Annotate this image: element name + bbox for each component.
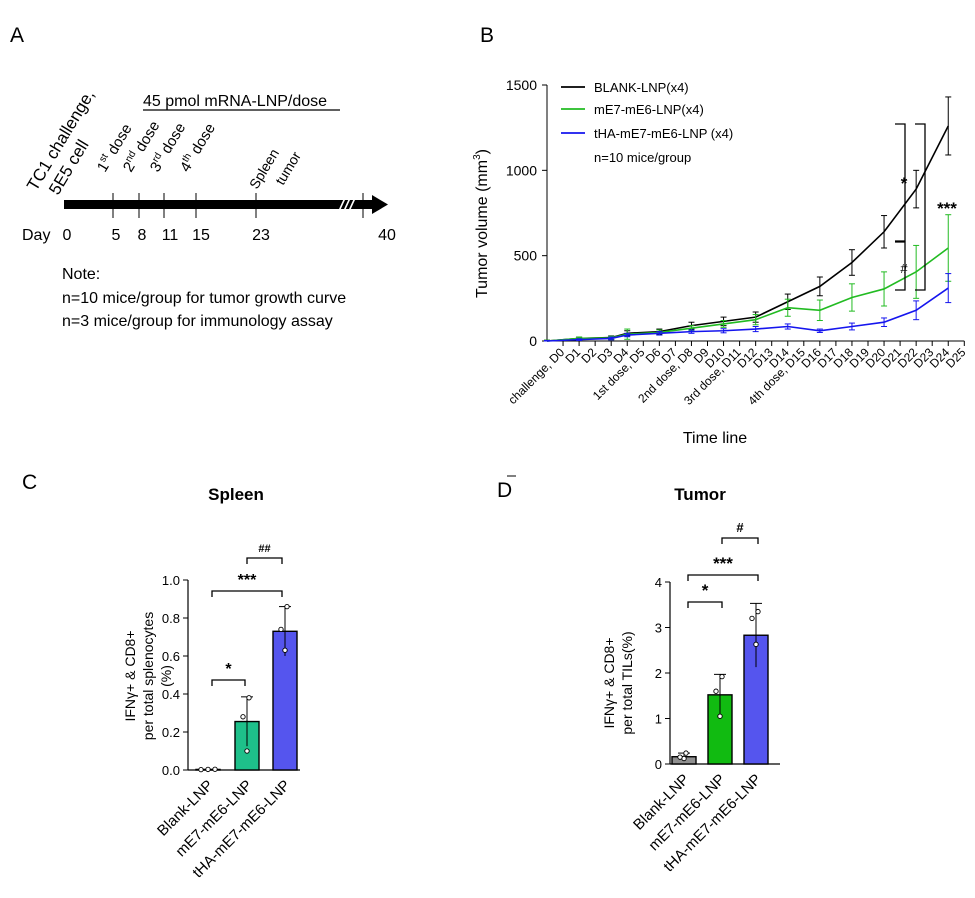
bar-data-point — [246, 695, 252, 701]
sig-label-star: * — [901, 174, 908, 193]
bar-y-tick-label: 0.0 — [162, 763, 180, 778]
bar-y-tick-label: 0.8 — [162, 611, 180, 626]
sig-bracket-star — [895, 123, 906, 242]
line-y-tick-label: 1500 — [506, 77, 537, 93]
bar-sig-bracket — [721, 537, 759, 544]
bar-y-axis-label: IFNγ+ & CD8+ per total splenocytes (%) — [122, 612, 174, 740]
bar-y-tick-label: 0.4 — [162, 687, 180, 702]
day-label: 8 — [138, 227, 147, 244]
sig-bracket-hash — [895, 241, 906, 291]
bar-data-point — [713, 688, 719, 694]
tumor-chart-title: Tumor — [674, 485, 726, 504]
day-label: 40 — [378, 227, 396, 244]
bar-data-point — [240, 714, 246, 720]
bar-sig-bracket — [687, 601, 723, 608]
line-y-tick-label: 500 — [514, 248, 538, 264]
bar-data-point — [244, 748, 250, 754]
day-label: 23 — [252, 227, 270, 244]
line-series-1 — [546, 247, 949, 342]
line-x-tick-label: challenge, D0 — [505, 345, 567, 407]
note-line-2: n=3 mice/group for immunology assay — [62, 313, 333, 330]
bar-sig-bracket — [246, 557, 283, 564]
bar-sig-label: ## — [258, 543, 270, 555]
spleen-chart-title: Spleen — [208, 485, 264, 504]
bar-sig-label: * — [702, 581, 709, 600]
legend-label-2: tHA-mE7-mE6-LNP (x4) — [594, 126, 733, 141]
bar-data-point — [755, 608, 761, 615]
panel-letter-b: B — [480, 24, 494, 47]
sig-bracket-triple — [915, 123, 926, 291]
bar-y-tick-label: 3 — [655, 621, 662, 636]
bar-data-point — [719, 673, 725, 680]
day-label: 5 — [112, 227, 121, 244]
bar-data-point — [749, 615, 755, 622]
sig-label-triple: *** — [937, 199, 957, 218]
bar-sig-bracket — [211, 679, 246, 686]
bar-data-point — [278, 626, 284, 633]
bar-y-tick-label: 2 — [655, 666, 662, 681]
line-series-2 — [546, 287, 949, 342]
timeline-break-2 — [343, 197, 351, 212]
legend-label-0: BLANK-LNP(x4) — [594, 80, 689, 95]
panel-letter-c: C — [22, 471, 37, 494]
line-y-tick-label: 0 — [529, 333, 537, 349]
bar-data-point — [717, 713, 723, 719]
panel-d: D Tumor 0 1 2 3 4 IFNγ+ & CD8+ per total TILs(… — [497, 475, 780, 875]
timeline-arrowhead — [372, 195, 388, 214]
bar-sig-label: *** — [238, 572, 257, 589]
panel-a: A TC1 challenge, 5E5 cell 45 pmol mRNA-L… — [10, 24, 396, 330]
day-label: 15 — [192, 227, 210, 244]
bar-data-point — [753, 641, 759, 647]
line-y-axis-label: Tumor volume (mm3) — [472, 149, 491, 298]
bar-y-tick-label: 4 — [655, 575, 662, 590]
day-ticks — [112, 193, 364, 218]
day-label: 11 — [162, 227, 179, 244]
legend-note: n=10 mice/group — [594, 150, 691, 165]
bar-sig-label: # — [736, 520, 744, 535]
bar-data-point — [205, 766, 211, 773]
timeline-bar — [64, 200, 374, 209]
day-labels: 0 5 8 11 15 23 40 — [63, 227, 396, 244]
spleen-bar-chart: 0.0 0.2 0.4 0.6 0.8 1.0 IFNγ+ & CD8+ per total … — [122, 543, 300, 881]
line-x-axis-label: Time line — [683, 430, 747, 447]
bar-data-point — [198, 766, 204, 773]
spleen-label: Spleen — [246, 146, 282, 192]
panel-letter-a: A — [10, 24, 24, 47]
bar-y-axis-label: IFNγ+ & CD8+ per total TILs(%) — [601, 631, 635, 734]
bar-sig-bracket — [687, 574, 759, 581]
legend-label-1: mE7-mE6-LNP(x4) — [594, 102, 704, 117]
note-line-1: n=10 mice/group for tumor growth curve — [62, 290, 346, 307]
line-y-tick-label: 1000 — [506, 162, 537, 178]
panel-letter-d: D — [497, 479, 512, 502]
line-x-tick-label: D25 — [943, 345, 969, 371]
bar-sig-bracket — [211, 590, 283, 597]
bar-data-point — [284, 603, 290, 610]
bar-data-point — [212, 766, 218, 772]
bar-data-point — [282, 647, 288, 653]
bar-sig-label: * — [225, 661, 232, 678]
timeline-break-1 — [338, 197, 346, 212]
bar-y-tick-label: 1 — [655, 712, 662, 727]
bar-y-tick-label: 0.6 — [162, 649, 180, 664]
bar-y-tick-label: 0.2 — [162, 725, 180, 740]
bar-sig-label: *** — [713, 554, 733, 573]
day-axis-label: Day — [22, 227, 50, 244]
bar-data-point — [683, 750, 689, 756]
day-label: 0 — [63, 227, 72, 244]
sig-label-hash: # — [900, 261, 908, 276]
note-title: Note: — [62, 266, 100, 283]
panel-b: B Tumor volume (mm3) Time line 0 500 1000 1… — [472, 24, 969, 447]
bar-y-tick-label: 0 — [655, 757, 662, 772]
bar-y-tick-label: 1.0 — [162, 573, 180, 588]
panel-c: C Spleen 0.0 0.2 0.4 0.6 0.8 1.0 IFNγ+ & CD8+ p… — [22, 471, 300, 881]
timeline-break-3 — [348, 197, 356, 212]
bar-data-point — [677, 754, 683, 760]
dose-header: 45 pmol mRNA-LNP/dose — [143, 93, 327, 110]
